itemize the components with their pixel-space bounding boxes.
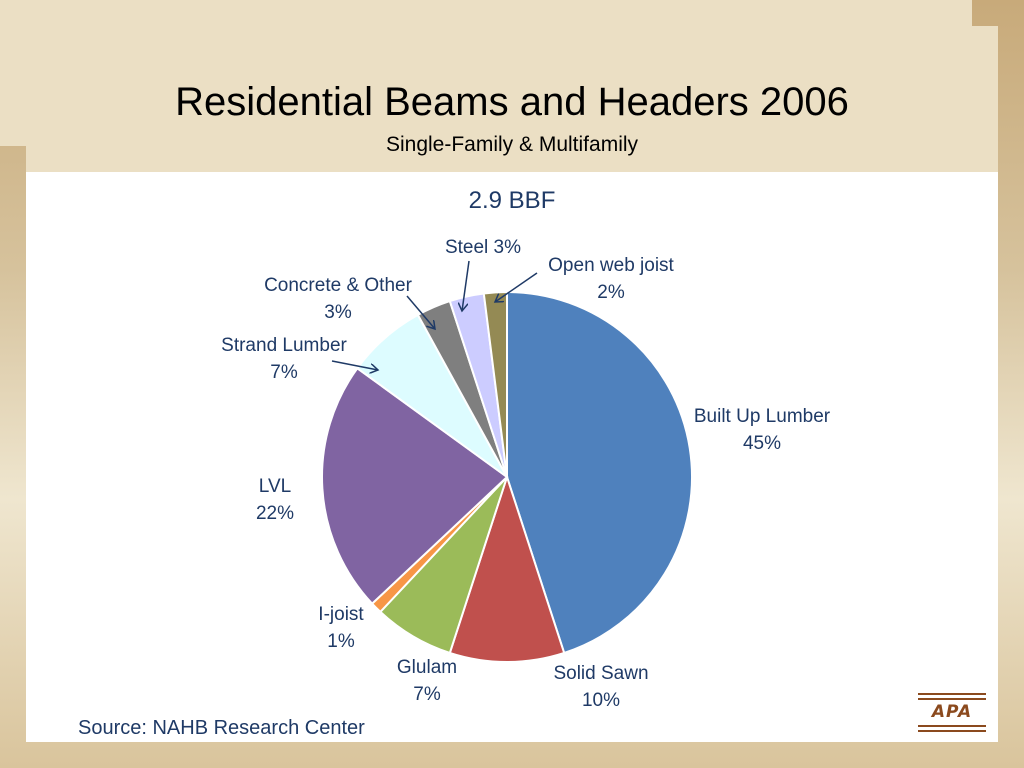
label-name: LVL [258, 476, 292, 497]
apa-logo: APA [918, 693, 986, 733]
label-glulam: Glulam 7% [382, 654, 472, 708]
label-lvl: LVL 22% [240, 473, 310, 527]
label-value: Steel 3% [444, 237, 522, 258]
label-i-joist: I-joist 1% [302, 601, 380, 655]
logo-text: APA [931, 702, 973, 722]
label-name: Open web joist [548, 255, 674, 276]
label-steel: Steel 3% [430, 234, 536, 261]
leader-line-strand-lumber [331, 360, 378, 370]
label-name: I-joist [318, 604, 364, 625]
label-value: 7% [270, 362, 298, 383]
pie-slices [321, 290, 694, 663]
label-value: 22% [255, 503, 295, 524]
slide-subtitle: Single-Family & Multifamily [385, 133, 639, 156]
label-value: 1% [327, 631, 355, 652]
slide-title: Residential Beams and Headers 2006 [175, 80, 849, 124]
logo-rule [918, 698, 986, 700]
label-name: Strand Lumber [221, 335, 347, 356]
leader-line-open-web-joist [495, 272, 538, 302]
pie-chart [321, 260, 694, 663]
label-built-up-lumber: Built Up Lumber 45% [688, 403, 836, 457]
label-name: Concrete & Other [264, 275, 412, 296]
title-band [26, 26, 998, 172]
label-value: 7% [413, 684, 441, 705]
label-strand-lumber: Strand Lumber 7% [204, 332, 364, 386]
slide: Residential Beams and Headers 2006 Singl… [26, 26, 998, 742]
label-name: Built Up Lumber [693, 406, 831, 427]
leader-line-steel [462, 260, 470, 311]
label-concrete-other: Concrete & Other 3% [240, 272, 436, 326]
logo-rule [918, 693, 986, 695]
logo-rule [918, 725, 986, 727]
pie-slice-lvl [321, 366, 509, 606]
label-value: 10% [581, 690, 621, 711]
label-solid-sawn: Solid Sawn 10% [538, 660, 664, 714]
label-value: 3% [324, 302, 352, 323]
label-name: Solid Sawn [553, 663, 649, 684]
leader-line-concrete-other [406, 295, 435, 329]
label-value: 2% [597, 282, 625, 303]
label-value: 45% [742, 433, 782, 454]
source-note: Source: NAHB Research Center [78, 717, 365, 739]
pie-slice-open-web-joist [482, 290, 508, 478]
label-open-web-joist: Open web joist 2% [528, 252, 694, 306]
pie-slice-built-up-lumber [506, 290, 694, 655]
chart-title: 2.9 BBF [468, 187, 556, 214]
label-name: Glulam [396, 657, 458, 678]
leader-lines [331, 260, 538, 370]
logo-rule [918, 730, 986, 732]
pie-slice-solid-sawn [448, 473, 566, 663]
